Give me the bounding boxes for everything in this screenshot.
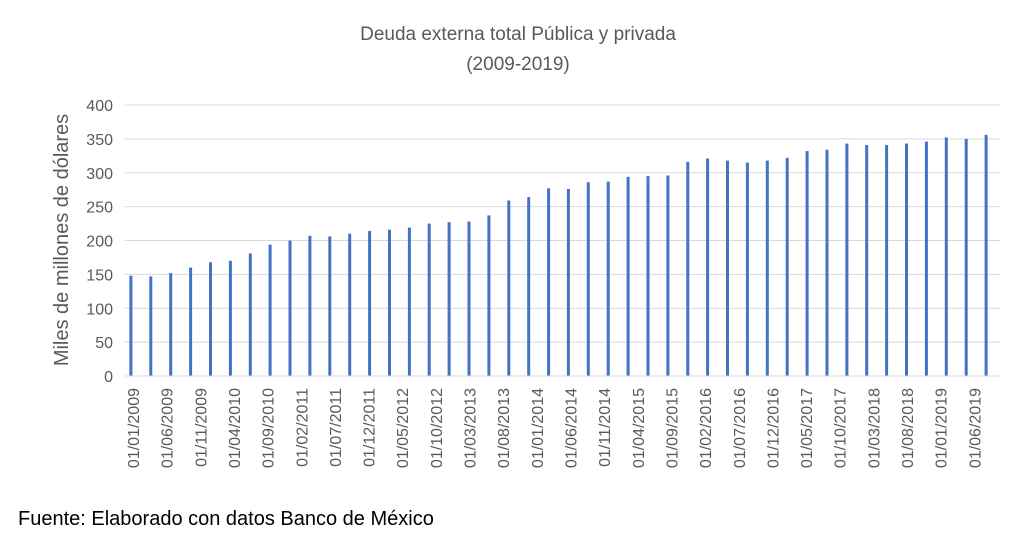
x-tick-label: 01/06/2014 (564, 388, 581, 468)
bar (586, 182, 590, 376)
bar (646, 176, 650, 376)
x-tick-label: 01/05/2017 (799, 388, 816, 468)
bar (785, 157, 789, 376)
bar (129, 275, 133, 376)
bar (467, 221, 471, 376)
y-axis-tick-labels: 0 50 100 150 200 250 300 350 400 (86, 98, 113, 386)
bar (328, 236, 332, 376)
y-tick-label: 0 (104, 369, 113, 386)
x-tick-label: 01/09/2010 (261, 388, 278, 468)
bar (686, 161, 690, 376)
x-tick-label: 01/05/2012 (395, 388, 412, 468)
bar (924, 141, 928, 376)
bar (905, 143, 908, 376)
y-tick-label: 350 (86, 132, 113, 149)
bar (388, 229, 391, 376)
bar (189, 267, 193, 376)
bar (407, 227, 411, 376)
bar (964, 138, 968, 376)
x-tick-label: 01/04/2010 (227, 388, 244, 468)
x-tick-label: 01/03/2018 (866, 388, 883, 468)
x-tick-label: 01/04/2015 (631, 388, 648, 468)
bar (308, 235, 312, 376)
y-tick-label: 200 (86, 234, 113, 251)
x-tick-label: 01/02/2016 (698, 388, 715, 468)
bar (427, 223, 431, 376)
bar (288, 240, 292, 376)
x-tick-label: 01/09/2015 (665, 388, 682, 468)
x-tick-label: 01/01/2014 (530, 388, 547, 468)
gridlines (125, 104, 1000, 343)
bar (885, 145, 889, 376)
bar (606, 181, 610, 376)
y-tick-label: 100 (86, 301, 113, 318)
chart-subtitle: (2009-2019) (466, 54, 570, 75)
bar (527, 197, 531, 376)
x-tick-label: 01/10/2012 (429, 388, 446, 468)
bar (865, 145, 869, 376)
bar (745, 162, 749, 376)
x-tick-label: 01/06/2019 (967, 388, 984, 468)
bar (248, 253, 252, 376)
x-tick-label: 01/07/2016 (732, 388, 749, 468)
bar (447, 222, 451, 376)
y-axis-title: Miles de millones de dólares (51, 114, 73, 366)
x-tick-label: 01/10/2017 (833, 388, 850, 468)
bar (547, 188, 551, 376)
x-tick-label: 01/08/2018 (900, 388, 917, 468)
bar (825, 149, 829, 376)
bar (626, 176, 630, 376)
bar (805, 151, 809, 376)
bar (368, 231, 372, 376)
bar (209, 262, 212, 376)
bar (348, 233, 352, 376)
x-tick-label: 01/07/2011 (328, 388, 345, 467)
x-tick-label: 01/12/2011 (362, 388, 379, 467)
x-tick-label: 01/11/2009 (193, 388, 210, 467)
y-tick-label: 50 (95, 335, 113, 352)
bar (268, 244, 272, 376)
y-tick-label: 300 (86, 166, 113, 183)
x-tick-label: 01/11/2014 (597, 388, 614, 467)
bar (169, 273, 173, 376)
chart-title: Deuda externa total Pública y privada (360, 24, 676, 45)
x-tick-label: 01/02/2011 (294, 388, 311, 467)
source-note: Fuente: Elaborado con datos Banco de Méx… (18, 508, 434, 530)
y-tick-label: 400 (86, 98, 113, 115)
x-tick-label: 01/12/2016 (765, 388, 782, 468)
x-axis-tick-labels: 01/01/2009 01/06/2009 01/11/2009 01/04/2010… (126, 388, 984, 468)
x-tick-label: 01/03/2013 (463, 388, 480, 468)
bar (944, 137, 948, 376)
bar (487, 215, 491, 376)
bar (149, 276, 153, 376)
x-tick-label: 01/06/2009 (160, 388, 177, 468)
bar (666, 175, 670, 376)
bar (845, 143, 849, 376)
y-tick-label: 150 (86, 267, 113, 284)
bar (228, 260, 232, 376)
x-tick-label: 01/08/2013 (496, 388, 513, 468)
bar (706, 158, 710, 376)
y-tick-label: 250 (86, 200, 113, 217)
x-tick-label: 01/01/2009 (126, 388, 143, 468)
bar (507, 200, 511, 376)
x-tick-label: 01/01/2019 (934, 388, 951, 468)
bars (129, 134, 988, 376)
bar (566, 189, 570, 376)
bar (984, 134, 988, 376)
bar (765, 160, 769, 376)
bar (726, 160, 729, 376)
